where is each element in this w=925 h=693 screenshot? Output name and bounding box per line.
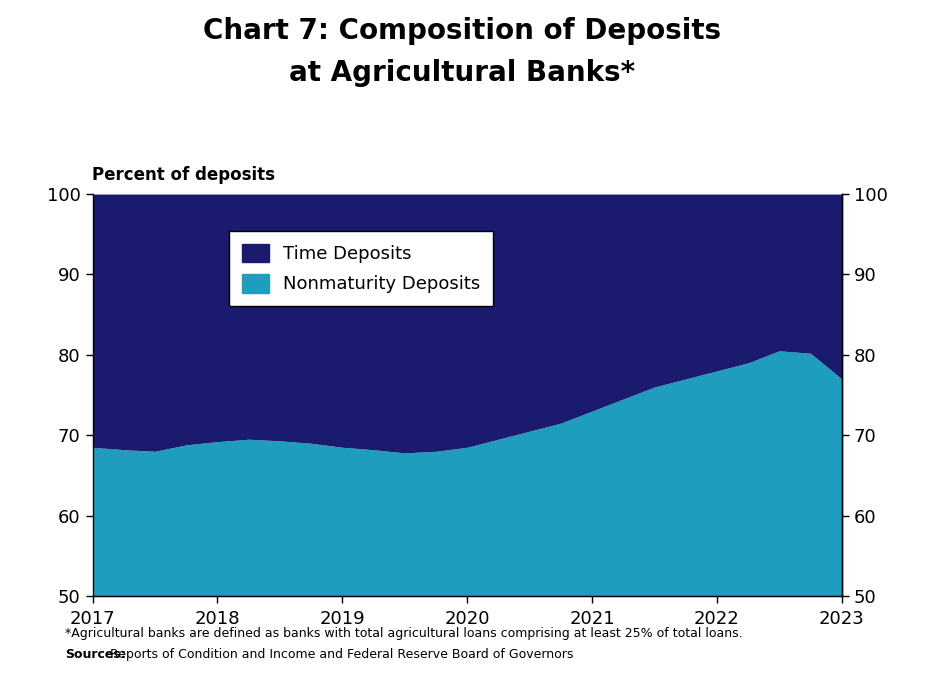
Text: at Agricultural Banks*: at Agricultural Banks* — [290, 59, 635, 87]
Text: Chart 7: Composition of Deposits: Chart 7: Composition of Deposits — [204, 17, 722, 45]
Text: *Agricultural banks are defined as banks with total agricultural loans comprisin: *Agricultural banks are defined as banks… — [65, 627, 743, 640]
Text: Reports of Condition and Income and Federal Reserve Board of Governors: Reports of Condition and Income and Fede… — [106, 648, 574, 661]
Text: Percent of deposits: Percent of deposits — [92, 166, 276, 184]
Text: Sources:: Sources: — [65, 648, 126, 661]
Legend: Time Deposits, Nonmaturity Deposits: Time Deposits, Nonmaturity Deposits — [228, 231, 493, 306]
